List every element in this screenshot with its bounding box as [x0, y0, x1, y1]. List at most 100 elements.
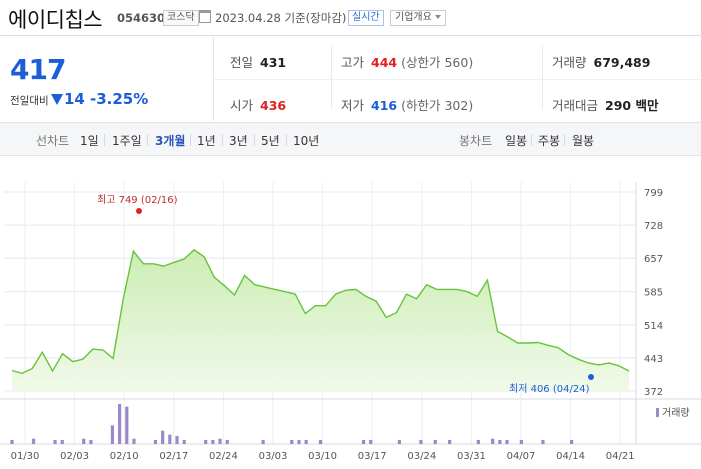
volume-bar	[161, 430, 165, 444]
volume-bar	[218, 438, 222, 444]
volume-bar	[361, 440, 366, 444]
company-name: 에이디칩스	[8, 8, 103, 32]
stat-high: 고가 444 (상한가 560)	[341, 52, 473, 71]
tab-1year[interactable]: 1년	[197, 134, 216, 148]
tab-1day[interactable]: 1일	[80, 134, 99, 148]
stat-sub: (하한가 302)	[401, 98, 474, 113]
divider	[104, 134, 105, 146]
divider	[190, 134, 191, 146]
low-annotation: 최저 406 (04/24)	[509, 383, 590, 395]
quote-date-value: 2023.04.28	[215, 11, 281, 25]
tab-weekly-candle[interactable]: 주봉	[538, 134, 561, 148]
price-change: 14	[64, 90, 85, 108]
volume-bar	[204, 440, 208, 444]
x-tick-label: 04/07	[507, 451, 536, 462]
volume-bar	[153, 440, 158, 444]
stock-header: 에이디칩스 054630 코스닥 2023.04.28 기준(장마감) 실시간 …	[0, 0, 701, 36]
x-tick-label: 02/10	[110, 451, 139, 462]
tab-5years[interactable]: 5년	[261, 134, 280, 148]
price-line	[11, 248, 630, 375]
realtime-button[interactable]: 실시간	[348, 10, 384, 26]
volume-bar	[397, 440, 402, 444]
current-price: 417	[10, 53, 66, 86]
tab-10years[interactable]: 10년	[293, 134, 320, 148]
candle-chart-label: 봉차트	[459, 134, 493, 148]
high-annotation: 최고 749 (02/16)	[97, 194, 178, 206]
divider	[214, 79, 701, 80]
company-info-label: 기업개요	[395, 12, 432, 23]
tab-1week[interactable]: 1주일	[112, 134, 142, 148]
divider	[286, 134, 287, 146]
volume-bar	[118, 404, 122, 444]
x-tick-label: 01/30	[11, 451, 40, 462]
price-change-pct: -3.25%	[90, 90, 149, 108]
volume-legend-swatch	[656, 408, 659, 417]
x-tick-label: 03/31	[457, 451, 486, 462]
company-info-button[interactable]: 기업개요	[390, 10, 446, 26]
price-area	[12, 249, 629, 391]
divider	[331, 45, 332, 109]
low-marker	[588, 374, 594, 380]
volume-bar	[60, 440, 64, 444]
volume-bar	[125, 406, 129, 444]
volume-bar	[132, 438, 136, 444]
y-tick-label: 799	[644, 188, 663, 199]
stat-sub: (상한가 560)	[401, 55, 474, 70]
x-tick-label: 04/21	[606, 451, 635, 462]
price-chart: 799 728 657 585 514 443 372 01/30 02/03 02/10 02/…	[0, 157, 701, 469]
stat-label: 거래량	[552, 55, 587, 70]
volume-bar	[110, 425, 115, 444]
quote-date: 2023.04.28 기준(장마감)	[215, 10, 346, 26]
volume-bar	[505, 440, 509, 444]
tab-daily-candle[interactable]: 일봉	[505, 134, 528, 148]
stat-label: 거래대금	[552, 98, 599, 113]
volume-bar	[570, 440, 574, 444]
stat-open: 시가 436	[230, 95, 286, 114]
volume-bar	[290, 440, 294, 444]
stat-value: 290 백만	[605, 98, 659, 113]
quote-date-suffix: 기준(장마감)	[284, 11, 347, 25]
volume-bar	[261, 440, 265, 444]
calendar-icon	[199, 10, 211, 23]
price-panel: 417 전일대비 14 -3.25%	[0, 37, 214, 121]
stat-label: 시가	[230, 98, 254, 113]
volume-bar	[168, 434, 172, 444]
divider	[222, 134, 223, 146]
volume-bar	[10, 440, 14, 444]
down-triangle-icon	[51, 94, 63, 105]
volume-bar	[304, 440, 308, 444]
volume-bar	[448, 440, 452, 444]
stat-value: 444	[371, 55, 398, 70]
divider	[254, 134, 255, 146]
stat-label: 전일	[230, 55, 254, 70]
tab-3months[interactable]: 3개월	[155, 134, 186, 148]
y-tick-label: 585	[644, 288, 663, 299]
y-tick-label: 372	[644, 387, 663, 398]
x-tick-label: 03/10	[308, 451, 337, 462]
stock-code: 054630	[117, 11, 166, 25]
x-tick-label: 02/17	[159, 451, 188, 462]
stat-low: 저가 416 (하한가 302)	[341, 95, 473, 114]
volume-legend: 거래량	[662, 407, 690, 419]
stat-value: 416	[371, 98, 398, 113]
tab-monthly-candle[interactable]: 월봉	[572, 134, 595, 148]
stat-label: 저가	[341, 98, 365, 113]
divider	[542, 45, 543, 109]
volume-bar	[541, 440, 545, 444]
x-tick-label: 04/14	[556, 451, 585, 462]
x-tick-label: 03/03	[259, 451, 288, 462]
y-tick-label: 657	[644, 254, 663, 265]
stat-amount: 거래대금 290 백만	[552, 95, 658, 114]
divider	[531, 134, 532, 146]
volume-bar	[225, 440, 229, 444]
volume-bar	[476, 440, 480, 444]
line-chart-label: 선차트	[36, 134, 70, 148]
tab-3years[interactable]: 3년	[229, 134, 248, 148]
volume-bar	[433, 440, 437, 444]
volume-bar	[318, 440, 323, 444]
high-marker	[136, 208, 142, 214]
divider	[564, 134, 565, 146]
x-tick-label: 02/03	[60, 451, 89, 462]
volume-bar	[519, 440, 523, 444]
y-tick-label: 443	[644, 354, 663, 365]
